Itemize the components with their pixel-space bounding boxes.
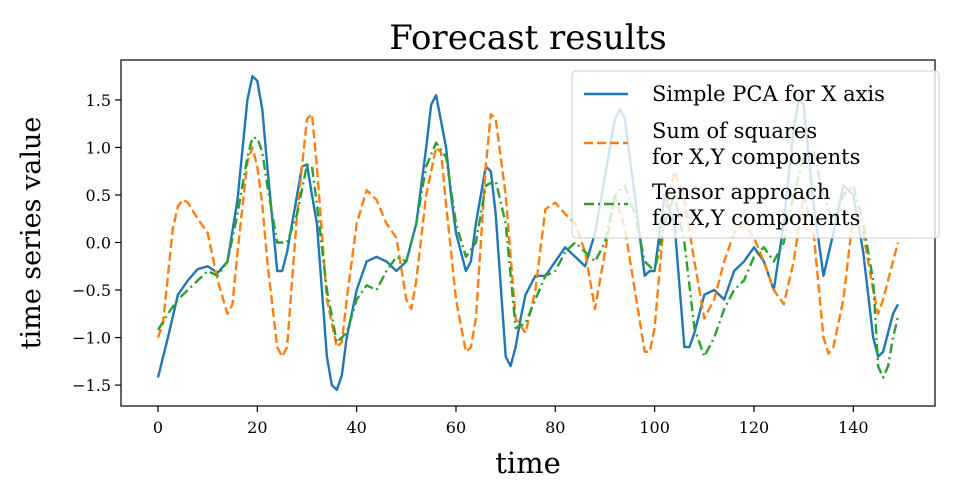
y-axis-label: time series value (16, 117, 47, 350)
x-tick-label: 80 (545, 418, 565, 437)
legend-box (571, 70, 940, 239)
legend-label-1: Simple PCA for X axis (652, 82, 885, 106)
y-tick-label: −0.5 (72, 281, 111, 300)
chart-legend: Simple PCA for X axis Sum of squares for X… (571, 70, 940, 239)
x-tick-label: 120 (739, 418, 770, 437)
x-tick-label: 60 (446, 418, 466, 437)
y-tick-label: 1.5 (86, 91, 111, 110)
y-tick-label: −1.5 (72, 376, 111, 395)
x-tick-label: 20 (247, 418, 267, 437)
series-line-2 (156, 113, 900, 358)
x-tick-label: 140 (838, 418, 869, 437)
y-tick-label: 1.0 (86, 138, 111, 157)
x-tick-label: 40 (346, 418, 366, 437)
y-tick-label: 0.0 (86, 234, 111, 253)
legend-label-2: Sum of squares for X,Y components (652, 119, 860, 169)
y-axis-ticks: −1.5 −1.0 −0.5 0.0 0.5 1.0 1.5 (72, 91, 121, 395)
x-axis-ticks: 0 20 40 60 80 100 120 140 (153, 406, 869, 437)
legend-label-3: Tensor approach for X,Y components (652, 180, 860, 230)
x-axis-label: time (495, 446, 561, 480)
x-tick-label: 0 (153, 418, 163, 437)
y-tick-label: 0.5 (86, 186, 111, 205)
series-line-1 (156, 75, 900, 391)
x-tick-label: 100 (639, 418, 670, 437)
chart-title: Forecast results (389, 18, 667, 58)
y-tick-label: −1.0 (72, 329, 111, 348)
